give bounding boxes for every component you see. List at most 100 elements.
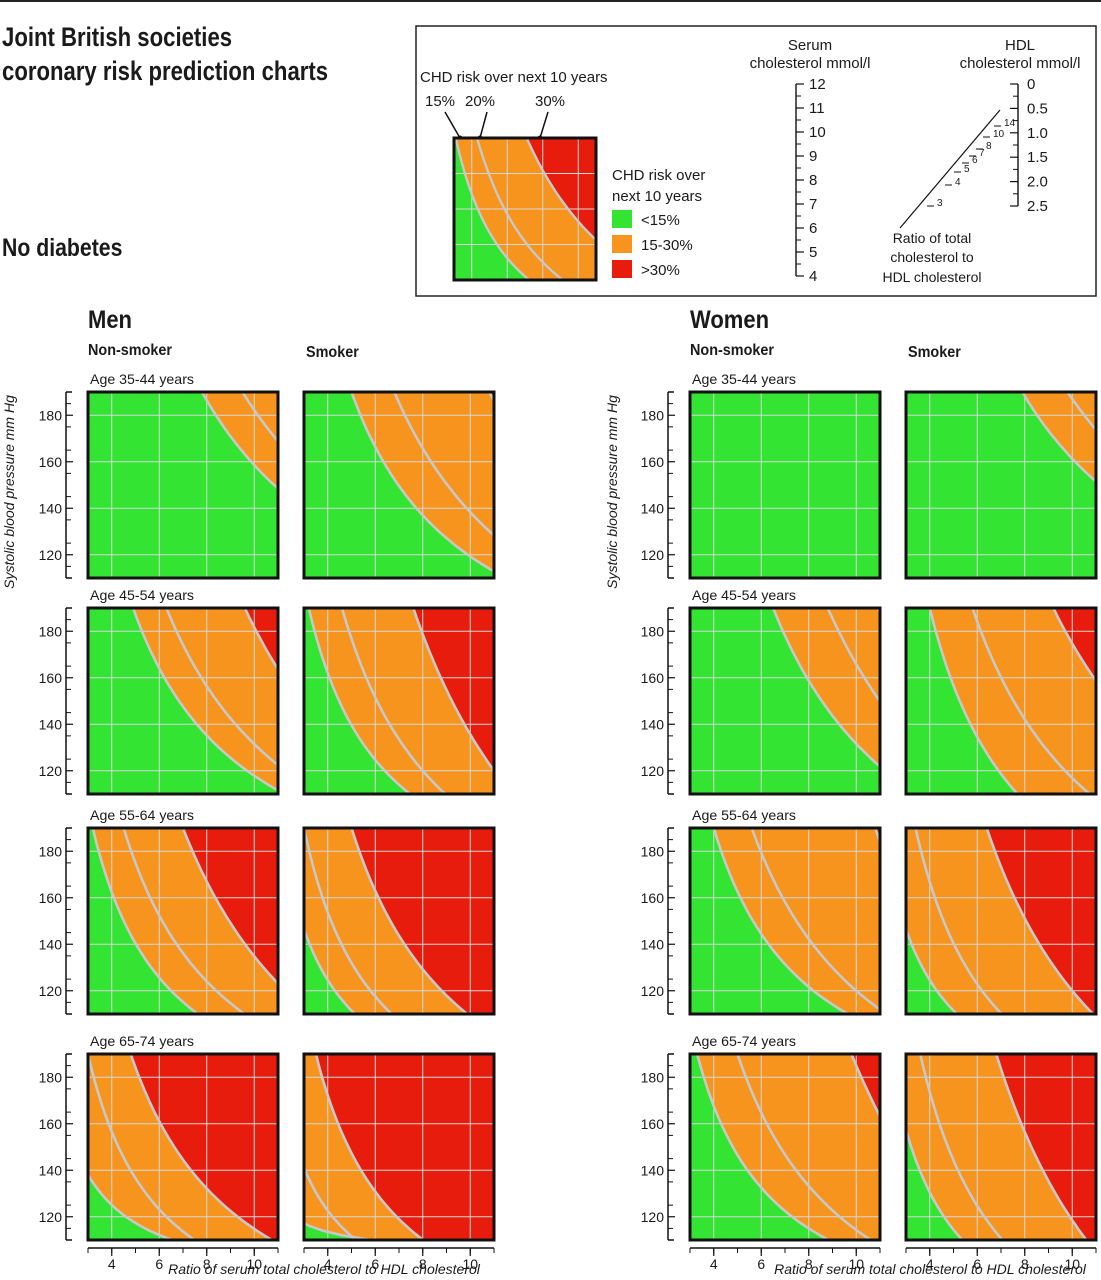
ratio-scale-line	[899, 109, 1001, 229]
hdl-tick-label: 2.5	[1027, 198, 1048, 215]
serum-tick-label: 6	[809, 220, 817, 237]
risk-line-30	[850, 1054, 880, 1120]
panel-border	[86, 390, 280, 580]
risk-zone-low	[906, 608, 1018, 794]
x-tick-label: 6	[973, 1256, 981, 1272]
risk-panel-13	[904, 826, 1098, 1016]
sample-border	[452, 136, 598, 282]
serum-tick-label: 9	[809, 148, 817, 165]
panel-border	[302, 390, 496, 580]
page-title: Joint British societies coronary risk pr…	[2, 20, 328, 88]
risk-line-30	[995, 1054, 1088, 1240]
risk-line-15	[131, 608, 278, 792]
risk-panel-2	[86, 606, 280, 796]
risk-zone-low	[304, 1223, 372, 1240]
panel-border	[688, 390, 882, 580]
legend-threshold-label: 20%	[465, 93, 495, 110]
age-label: Age 35-44 years	[692, 371, 796, 387]
legend-frame	[415, 25, 1097, 297]
risk-zone-low	[906, 1129, 963, 1240]
panel-border	[904, 606, 1098, 796]
risk-zone-low	[304, 608, 411, 794]
serum-label-2: cholesterol mmol/l	[750, 55, 871, 72]
serum-tick-label: 12	[809, 76, 826, 93]
risk-line-20	[919, 1054, 1004, 1240]
hdl-tick-label: 1.5	[1027, 149, 1048, 166]
y-tick-label: 160	[641, 454, 665, 470]
y-tick-label: 180	[641, 1069, 665, 1085]
chart-panels	[86, 390, 1098, 1242]
panel-border	[302, 826, 496, 1016]
y-tick-label: 160	[39, 454, 63, 470]
risk-line-20	[393, 392, 494, 538]
x-tick-label: 10	[1064, 1256, 1080, 1272]
age-label: Age 55-64 years	[90, 807, 194, 823]
legend-risk-header: CHD risk over next 10 years	[420, 69, 608, 86]
subtitle: No diabetes	[2, 234, 123, 262]
panel-border	[86, 606, 280, 796]
legend-arrow	[539, 111, 549, 139]
age-label: Age 45-54 years	[692, 587, 796, 603]
x-tick-label: 10	[462, 1256, 478, 1272]
age-label: Age 65-74 years	[90, 1033, 194, 1049]
y-tick-label: 180	[39, 623, 63, 639]
risk-zone-low	[690, 1054, 829, 1240]
risk-line-15	[307, 608, 411, 794]
y-tick-label: 120	[39, 763, 63, 779]
sample-risk-line	[475, 138, 564, 280]
panel-body	[304, 828, 494, 1014]
risk-line-30	[129, 1054, 273, 1240]
panel-border	[688, 606, 882, 796]
age-label: Age 55-64 years	[692, 807, 796, 823]
men-heading: Men	[88, 306, 132, 334]
hdl-tick-label: 0.5	[1027, 100, 1048, 117]
risk-zone-high	[413, 608, 494, 771]
y-tick-label: 180	[39, 407, 63, 423]
y-tick-label: 120	[641, 547, 665, 563]
risk-panel-5	[302, 826, 496, 1016]
risk-line-20	[304, 828, 393, 1014]
risk-line-30	[243, 608, 278, 672]
x-tick-label: 4	[710, 1256, 718, 1272]
y-tick-label: 140	[39, 936, 63, 952]
y-tick-label: 140	[641, 1162, 665, 1178]
risk-line-15	[906, 925, 958, 1014]
panel-border	[904, 826, 1098, 1016]
age-label: Age 45-54 years	[90, 587, 194, 603]
risk-zone-low	[304, 392, 494, 578]
panel-body	[906, 392, 1096, 578]
x-tick-label: 6	[757, 1256, 765, 1272]
panel-body	[304, 608, 494, 794]
risk-line-20	[750, 828, 880, 1012]
panel-body	[304, 392, 494, 578]
risk-line-20	[971, 608, 1091, 794]
risk-panel-12	[688, 826, 882, 1016]
panel-body	[690, 608, 880, 794]
key-label: 15-30%	[641, 237, 693, 254]
ratio-tick-label: 5	[964, 164, 970, 175]
ratio-tick-label: 7	[979, 148, 985, 159]
ratio-tick-label: 4	[955, 177, 961, 188]
serum-label-1: Serum	[788, 37, 832, 54]
y-tick-label: 140	[39, 500, 63, 516]
risk-panel-14	[688, 1052, 882, 1242]
x-tick-label: 10	[246, 1256, 262, 1272]
x-tick-label: 6	[155, 1256, 163, 1272]
y-axis-title: Systolic blood pressure mm Hg	[604, 395, 620, 589]
serum-tick-label: 4	[809, 268, 817, 285]
risk-line-15	[304, 925, 356, 1014]
women-nonsmoker-heading: Non-smoker	[690, 342, 775, 359]
hdl-label-1: HDL	[1005, 37, 1035, 54]
x-tick-label: 4	[926, 1256, 934, 1272]
panel-border	[302, 606, 496, 796]
y-tick-label: 160	[39, 1116, 63, 1132]
risk-line-30	[488, 392, 494, 404]
women-heading: Women	[690, 306, 770, 334]
serum-tick-label: 10	[809, 124, 826, 141]
x-tick-label: 4	[108, 1256, 116, 1272]
hdl-tick-label: 1.0	[1027, 125, 1048, 142]
risk-zone-high	[986, 828, 1096, 1014]
panel-body	[690, 828, 880, 1014]
panel-body	[906, 1054, 1096, 1240]
